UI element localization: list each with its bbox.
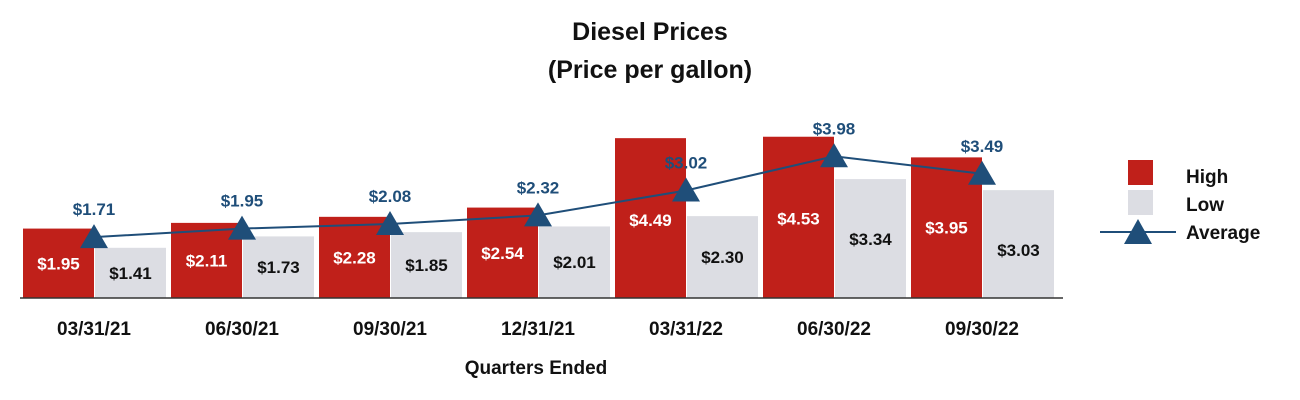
high-value-label: $1.95 xyxy=(37,254,80,273)
legend-low-swatch xyxy=(1128,190,1153,215)
high-bar xyxy=(171,222,242,298)
high-bar xyxy=(911,157,982,298)
legend-high-swatch xyxy=(1128,160,1153,185)
average-value-label: $3.49 xyxy=(961,137,1004,156)
legend-low-label: Low xyxy=(1186,195,1224,216)
low-value-label: $2.30 xyxy=(701,248,744,267)
chart-subtitle: (Price per gallon) xyxy=(548,56,752,84)
x-tick-label: 03/31/22 xyxy=(649,319,723,340)
average-value-label: $3.02 xyxy=(665,153,708,172)
high-bar xyxy=(23,228,94,298)
low-bar xyxy=(391,232,462,298)
high-value-label: $4.49 xyxy=(629,211,672,230)
legend-average-marker xyxy=(1124,219,1152,244)
x-tick-label: 06/30/21 xyxy=(205,319,279,340)
legend-high-label: High xyxy=(1186,167,1228,188)
high-value-label: $3.95 xyxy=(925,219,968,238)
legend: High Low Average xyxy=(1100,160,1260,244)
x-tick-label: 12/31/21 xyxy=(501,319,575,340)
average-marker xyxy=(376,210,404,235)
x-tick-label: 03/31/21 xyxy=(57,319,131,340)
average-value-label: $2.08 xyxy=(369,187,412,206)
x-tick-label: 09/30/21 xyxy=(353,319,427,340)
average-marker xyxy=(524,202,552,227)
average-value-label: $3.98 xyxy=(813,119,856,138)
average-marker xyxy=(820,143,848,168)
average-marker xyxy=(968,160,996,185)
low-bar xyxy=(835,179,906,298)
high-bar xyxy=(467,207,538,298)
low-value-label: $3.03 xyxy=(997,241,1040,260)
low-value-label: $2.01 xyxy=(553,253,596,272)
high-value-label: $2.11 xyxy=(186,251,228,270)
high-value-label: $2.28 xyxy=(333,248,376,267)
x-tick-label: 09/30/22 xyxy=(945,319,1019,340)
low-value-label: $3.34 xyxy=(849,230,892,249)
plot-area: $1.95 $1.41 03/31/21 $2.11 $1.73 06/30/21 $2.2… xyxy=(23,119,1054,340)
average-marker xyxy=(672,177,700,202)
low-bar xyxy=(243,236,314,298)
high-bar xyxy=(319,216,390,298)
average-value-label: $1.71 xyxy=(73,200,116,219)
low-value-label: $1.41 xyxy=(109,264,152,283)
low-bar xyxy=(687,216,758,298)
x-tick-label: 06/30/22 xyxy=(797,319,871,340)
average-value-label: $2.32 xyxy=(517,178,560,197)
low-value-label: $1.73 xyxy=(257,258,300,277)
average-marker xyxy=(228,215,256,240)
high-value-label: $2.54 xyxy=(481,244,524,263)
high-value-label: $4.53 xyxy=(777,210,820,229)
low-bar xyxy=(539,226,610,298)
average-value-label: $1.95 xyxy=(221,192,264,211)
chart-title: Diesel Prices xyxy=(572,18,728,46)
high-bar xyxy=(615,138,686,298)
low-bar xyxy=(983,190,1054,298)
average-marker xyxy=(80,224,108,249)
legend-average-label: Average xyxy=(1186,223,1260,244)
low-bar xyxy=(95,247,166,298)
x-axis-label: Quarters Ended xyxy=(465,358,608,379)
low-value-label: $1.85 xyxy=(405,256,448,275)
